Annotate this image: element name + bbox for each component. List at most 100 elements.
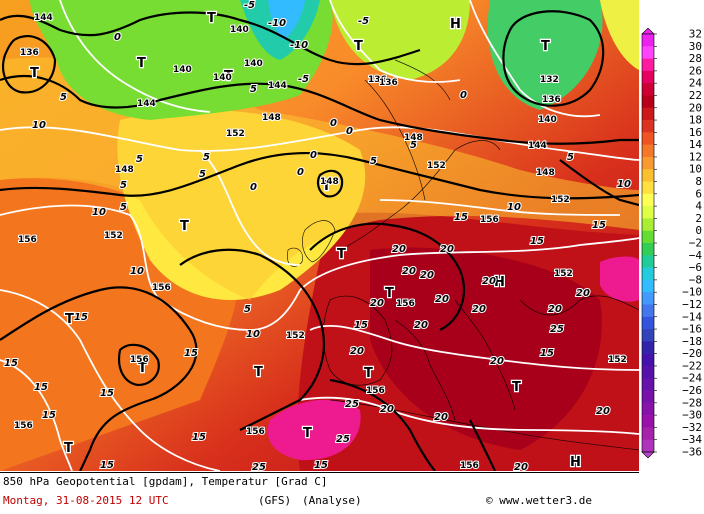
low-marker: T: [30, 66, 39, 81]
temperature-zone-minus-10: [268, 0, 305, 40]
isotherm-label: -5: [358, 16, 369, 27]
legend-label: 10: [689, 163, 702, 176]
isotherm-label: 15: [34, 382, 48, 393]
high-marker: H: [450, 17, 461, 32]
isotherm-label: 20: [440, 244, 454, 255]
legend-label: −24: [682, 372, 702, 385]
isohypse-label: 144: [268, 81, 287, 91]
isotherm-label: 15: [592, 220, 606, 231]
legend-label: −36: [682, 446, 702, 459]
temperature-zone-26-east: [600, 256, 639, 302]
isohypse-label: 152: [554, 269, 573, 279]
isotherm-label: 10: [617, 179, 631, 190]
isotherm-label: 10: [246, 329, 260, 340]
legend-swatch: [642, 427, 654, 441]
legend-swatch: [642, 132, 654, 145]
low-marker: T: [64, 441, 73, 456]
pressure-centers: H H H T T T T T T T T T T T T T T T T T: [29, 10, 582, 471]
isotherm-label: 5: [136, 154, 143, 165]
legend-label: 20: [689, 101, 702, 114]
legend-label: 30: [689, 40, 702, 53]
legend-arrow-down: [641, 451, 655, 458]
product-title: 850 hPa Geopotential [gpdam], Temperatur…: [3, 475, 328, 488]
high-marker: H: [494, 275, 505, 290]
isotherm-label: 20: [576, 288, 590, 299]
isotherm-label: 15: [314, 460, 328, 471]
isotherm-label: 20: [402, 266, 416, 277]
low-marker: T: [354, 39, 363, 54]
isohypse-label: 152: [608, 355, 627, 365]
isohypse-label: 140: [230, 25, 249, 35]
legend-label: −16: [682, 323, 702, 336]
valid-date: Montag, 31-08-2015 12 UTC: [3, 494, 169, 507]
isohypse-label: 136: [379, 78, 398, 88]
legend-label: −26: [682, 384, 702, 397]
legend-label: 4: [695, 200, 702, 213]
legend-swatch: [642, 255, 654, 268]
isohypse-label: 140: [244, 59, 263, 69]
isotherm-label: 10: [507, 202, 521, 213]
low-marker: T: [385, 286, 394, 301]
isotherm-label: 20: [472, 304, 486, 315]
legend-swatch: [642, 193, 654, 207]
legend-swatch: [642, 304, 654, 318]
legend-label: 8: [695, 175, 702, 188]
isotherm-label: -5: [244, 0, 255, 11]
isohypse-label: 148: [320, 177, 339, 187]
isohypse-label: 136: [20, 48, 39, 58]
legend-label: 14: [689, 138, 703, 151]
legend-swatch: [642, 267, 654, 281]
isotherm-label: -5: [298, 74, 309, 85]
isohypse-label: 156: [14, 421, 33, 431]
isotherm-label: 20: [514, 462, 528, 471]
isotherm-label: 20: [490, 356, 504, 367]
legend-label: −10: [682, 286, 702, 299]
isohypse-label: 156: [366, 386, 385, 396]
legend-label: 26: [689, 64, 702, 77]
isotherm-label: 5: [567, 152, 574, 163]
model-name: (GFS): [258, 494, 292, 507]
legend-swatch: [642, 292, 654, 305]
isohypse-label: 152: [551, 195, 570, 205]
run-type: (Analyse): [302, 494, 362, 507]
isohypse-label: 132: [540, 75, 559, 85]
legend-swatch: [642, 230, 654, 244]
isotherm-label: 0: [297, 167, 304, 178]
legend-label: 16: [689, 126, 702, 139]
isotherm-label: 20: [392, 244, 406, 255]
legend-label: −34: [682, 433, 702, 446]
isohypses: [0, 10, 639, 471]
legend-swatch: [642, 70, 654, 84]
isotherm-label: 15: [454, 212, 468, 223]
isohypse-label: 156: [152, 283, 171, 293]
low-marker: T: [512, 380, 521, 395]
legend-label: −4: [689, 249, 703, 262]
isotherm-label: 20: [420, 270, 434, 281]
isotherm-label: 0: [114, 32, 121, 43]
isotherm-label: 20: [414, 320, 428, 331]
legend-label: 12: [689, 150, 702, 163]
temperature-labels: -5 -10 -5 -5 0 5 0 10 5 0 0 0 0 5 10 5 5…: [3, 0, 632, 471]
isotherm-label: 25: [336, 434, 350, 445]
legend-swatch: [642, 415, 654, 428]
isotherm-label: 20: [482, 276, 496, 287]
legend-swatch: [642, 341, 654, 354]
low-marker: T: [254, 365, 263, 380]
isotherm-label: 15: [192, 432, 206, 443]
legend-swatch: [642, 46, 654, 59]
temperature-zone-26: [267, 399, 361, 461]
isotherm-label: 5: [120, 202, 127, 213]
legend-swatch: [642, 390, 654, 404]
isotherm-label: 20: [596, 406, 610, 417]
isotherm-label: 15: [100, 460, 114, 471]
isotherm-label: 25: [550, 324, 564, 335]
legend-label: 6: [695, 187, 702, 200]
isotherm-label: 15: [540, 348, 554, 359]
low-marker: T: [138, 361, 147, 376]
legend-label: 28: [689, 52, 702, 65]
isohypse-label: 156: [130, 355, 149, 365]
isohypse-label: 136: [368, 75, 387, 85]
isotherm-label: 5: [370, 156, 377, 167]
copyright-link[interactable]: © www.wetter3.de: [486, 494, 592, 507]
isohypse-label: 156: [460, 461, 479, 471]
